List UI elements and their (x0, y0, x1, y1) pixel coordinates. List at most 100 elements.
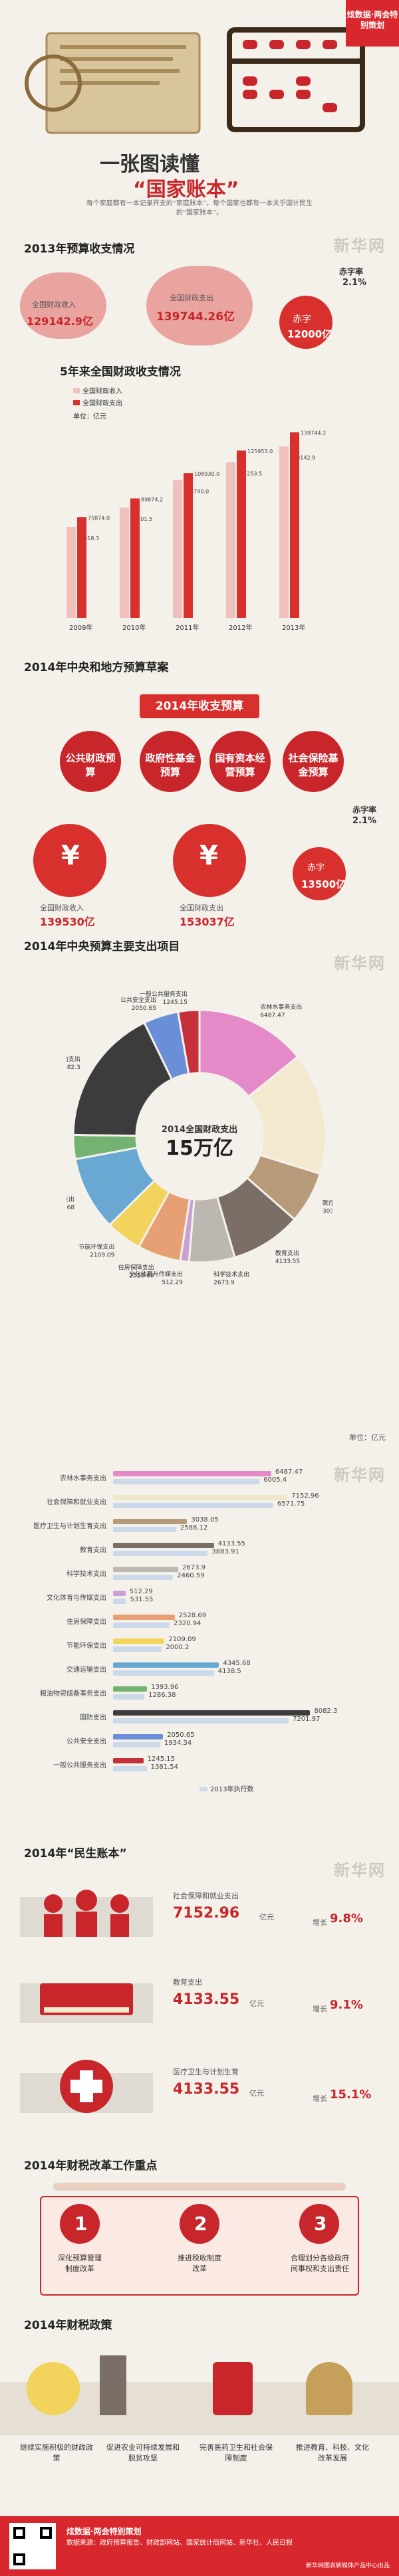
hbar-row-6: 住房保障支出 2528.69 2320.94 (0, 1612, 399, 1633)
growth-chart-icon (100, 2355, 126, 2415)
money-bag-icon (173, 824, 246, 897)
hbar-0-2 (113, 1519, 188, 1524)
watermark: 新华网 (334, 237, 386, 255)
footer-line2: 数据来源：政府预算报告、财政部网站、国家统计局网站、新华社、人民日报 (66, 2539, 293, 2547)
qr-code (9, 2523, 56, 2569)
deficit-rate-value-2014: 2.1% (352, 816, 377, 826)
expense-label-2014: 全国财政支出 (180, 904, 223, 912)
hbar-row-3: 教育支出 4133.55 3883.91 (0, 1540, 399, 1561)
pie-value-4: 2673.9 (213, 1280, 235, 1286)
hbar-legend: 2013年执行数 (200, 1783, 253, 1793)
bar-label-0-2: 103740.0 (184, 489, 209, 495)
hbar-value-1-1: 6571.75 (277, 1500, 305, 1508)
pie-label-3: 教育支出 (275, 1249, 299, 1257)
hbar-0-4 (113, 1567, 179, 1572)
hbar-value-0-2: 3038.05 (191, 1516, 219, 1524)
header-section: 炫数据·两会特别策划 一张图读懂 “国家账本” 每个家庭都有一本记录开支的“家庭… (0, 0, 399, 219)
unit-label: 单位：亿元 (73, 413, 106, 421)
scroll-illustration (25, 32, 201, 134)
reform-item-1: 推进税收制度改革 (178, 2254, 221, 2273)
hbar-value-1-0: 6005.4 (263, 1476, 287, 1484)
hbar-1-7 (113, 1646, 162, 1652)
five-year-chart-section: 68518.3 75874.0 2009年 83101.5 89874.2 2010年 10… (0, 379, 399, 644)
hbar-1-5 (113, 1599, 126, 1604)
pie-value-10: 8082.3 (66, 1064, 80, 1071)
pie-slice-12 (176, 1009, 201, 1076)
x-tick-3: 2012年 (229, 623, 252, 632)
bar-0-0 (66, 526, 76, 618)
hbar-row-12: 一般公共服务支出 1245.15 1381.54 (0, 1755, 399, 1777)
deficit-value-2014: 13500亿 (301, 878, 346, 890)
hbar-1-9 (113, 1694, 145, 1700)
hbar-0-11 (113, 1734, 164, 1739)
pie-center-value: 15万亿 (166, 1137, 233, 1160)
reform-item-0: 深化预算管理制度改革 (58, 2254, 102, 2273)
budget-item-2: 国有资本经营预算 (215, 752, 265, 778)
hbar-label-8: 交通运输支出 (66, 1666, 106, 1674)
piggy-bank-income-icon (20, 272, 106, 339)
pie-label-7: 节能环保支出 (78, 1242, 114, 1250)
hbar-label-2: 医疗卫生与计划生育支出 (33, 1523, 106, 1530)
bar-0-4 (279, 446, 289, 618)
central-2014-section: 2014年中央和地方预算草案 2014年收支预算 公共财政预算 政府性基金预算 … (0, 658, 399, 937)
hbar-value-0-10: 8082.3 (314, 1708, 338, 1715)
pie-label-2: 医疗卫生与计划生育支出 (323, 1199, 332, 1207)
pie-value-6: 2528.69 (130, 1273, 154, 1280)
hbar-row-10: 国防支出 8082.3 7201.97 (0, 1708, 399, 1729)
livelihood-value-0: 7152.96 (173, 1905, 240, 1922)
hbar-1-0 (113, 1479, 260, 1484)
pill-icon (213, 2362, 253, 2415)
hbar-value-0-4: 2673.9 (182, 1564, 206, 1571)
policy-item-0: 继续实施积极的财政政策 (20, 2443, 93, 2462)
expense-label: 全国财政支出 (170, 294, 213, 302)
pie-value-5: 512.29 (162, 1280, 183, 1286)
hbar-0-0 (113, 1471, 271, 1476)
income-label-2014: 全国财政收入 (40, 904, 84, 912)
hbar-1-10 (113, 1718, 289, 1724)
hbar-value-1-12: 1381.54 (150, 1763, 179, 1771)
livelihood-section: 2014年“民生账本” 新华网 社会保障和就业支出 7152.96 亿元 增长 … (0, 1844, 399, 2143)
hbar-value-1-2: 2588.12 (180, 1524, 208, 1532)
policy-section: 2014年财税政策 继续实施积极的财政政策 促进农业可持续发展和脱贫攻坚 完善医… (0, 2316, 399, 2515)
bar-1-3 (237, 450, 246, 618)
hbar-0-12 (113, 1758, 144, 1763)
hbar-row-5: 文化体育与传媒支出 512.29 531.55 (0, 1588, 399, 1609)
budget-banner: 2014年收支预算 (140, 694, 259, 718)
policy-title: 2014年财税政策 (24, 2319, 112, 2332)
income-value-2014: 139530亿 (40, 916, 95, 928)
deficit-rate-value: 2.1% (342, 278, 367, 288)
pie-label-11: 公共安全支出 (120, 996, 156, 1004)
hbar-label-12: 一般公共服务支出 (53, 1762, 106, 1769)
pie-label-5: 文化体育与传媒支出 (129, 1270, 183, 1278)
pie-label-8: 交通运输支出 (66, 1195, 74, 1203)
bar-label-0-1: 83101.5 (130, 516, 152, 522)
x-tick-1: 2010年 (122, 623, 146, 632)
pie-label-6: 住房保障支出 (118, 1264, 154, 1272)
hbar-value-1-9: 1286.38 (148, 1692, 176, 1699)
hbar-row-11: 公共安全支出 2050.65 1934.34 (0, 1732, 399, 1753)
pie-label-4: 科学技术支出 (213, 1270, 249, 1278)
hbar-row-2: 医疗卫生与计划生育支出 3038.05 2588.12 (0, 1516, 399, 1537)
hbar-1-4 (113, 1575, 174, 1580)
hbar-label-10: 国防支出 (80, 1714, 106, 1722)
footer: 炫数据·两会特别策划 数据来源：政府预算报告、财政部网站、国家统计局网站、新华社… (0, 2516, 399, 2576)
deficit-value: 12000亿 (287, 328, 332, 340)
bar-label-0-4: 129142.9 (290, 455, 315, 461)
x-tick-0: 2009年 (69, 623, 92, 632)
abacus-icon (227, 27, 365, 132)
hbar-label-0: 农林水事务支出 (60, 1475, 106, 1482)
hbar-section: 新华网 农林水事务支出 6487.47 6005.4 社会保障和就业支出 7152.96… (0, 1462, 399, 1827)
budget-2013-title: 2013年预算收支情况 (24, 243, 135, 256)
livelihood-item-1: 教育支出 4133.55 亿元 增长 9.1% (20, 1957, 379, 2036)
hbar-value-1-3: 3883.91 (211, 1548, 239, 1555)
hbar-label-6: 住房保障支出 (66, 1619, 106, 1626)
reform-section: 2014年财税改革工作重点 1 深化预算管理制度改革 2 推进税收制度改革 3 … (0, 2156, 399, 2316)
livelihood-label-0: 社会保障和就业支出 (173, 1892, 239, 1900)
hbar-row-7: 节能环保支出 2109.09 2000.2 (0, 1636, 399, 1657)
hbar-label-1: 社会保障和就业支出 (47, 1499, 106, 1506)
hbar-1-12 (113, 1766, 147, 1771)
hbar-value-0-6: 2528.69 (178, 1612, 207, 1619)
hbar-value-0-3: 4133.55 (217, 1540, 245, 1547)
x-tick-4: 2013年 (282, 623, 305, 632)
bar-1-0 (77, 517, 86, 618)
